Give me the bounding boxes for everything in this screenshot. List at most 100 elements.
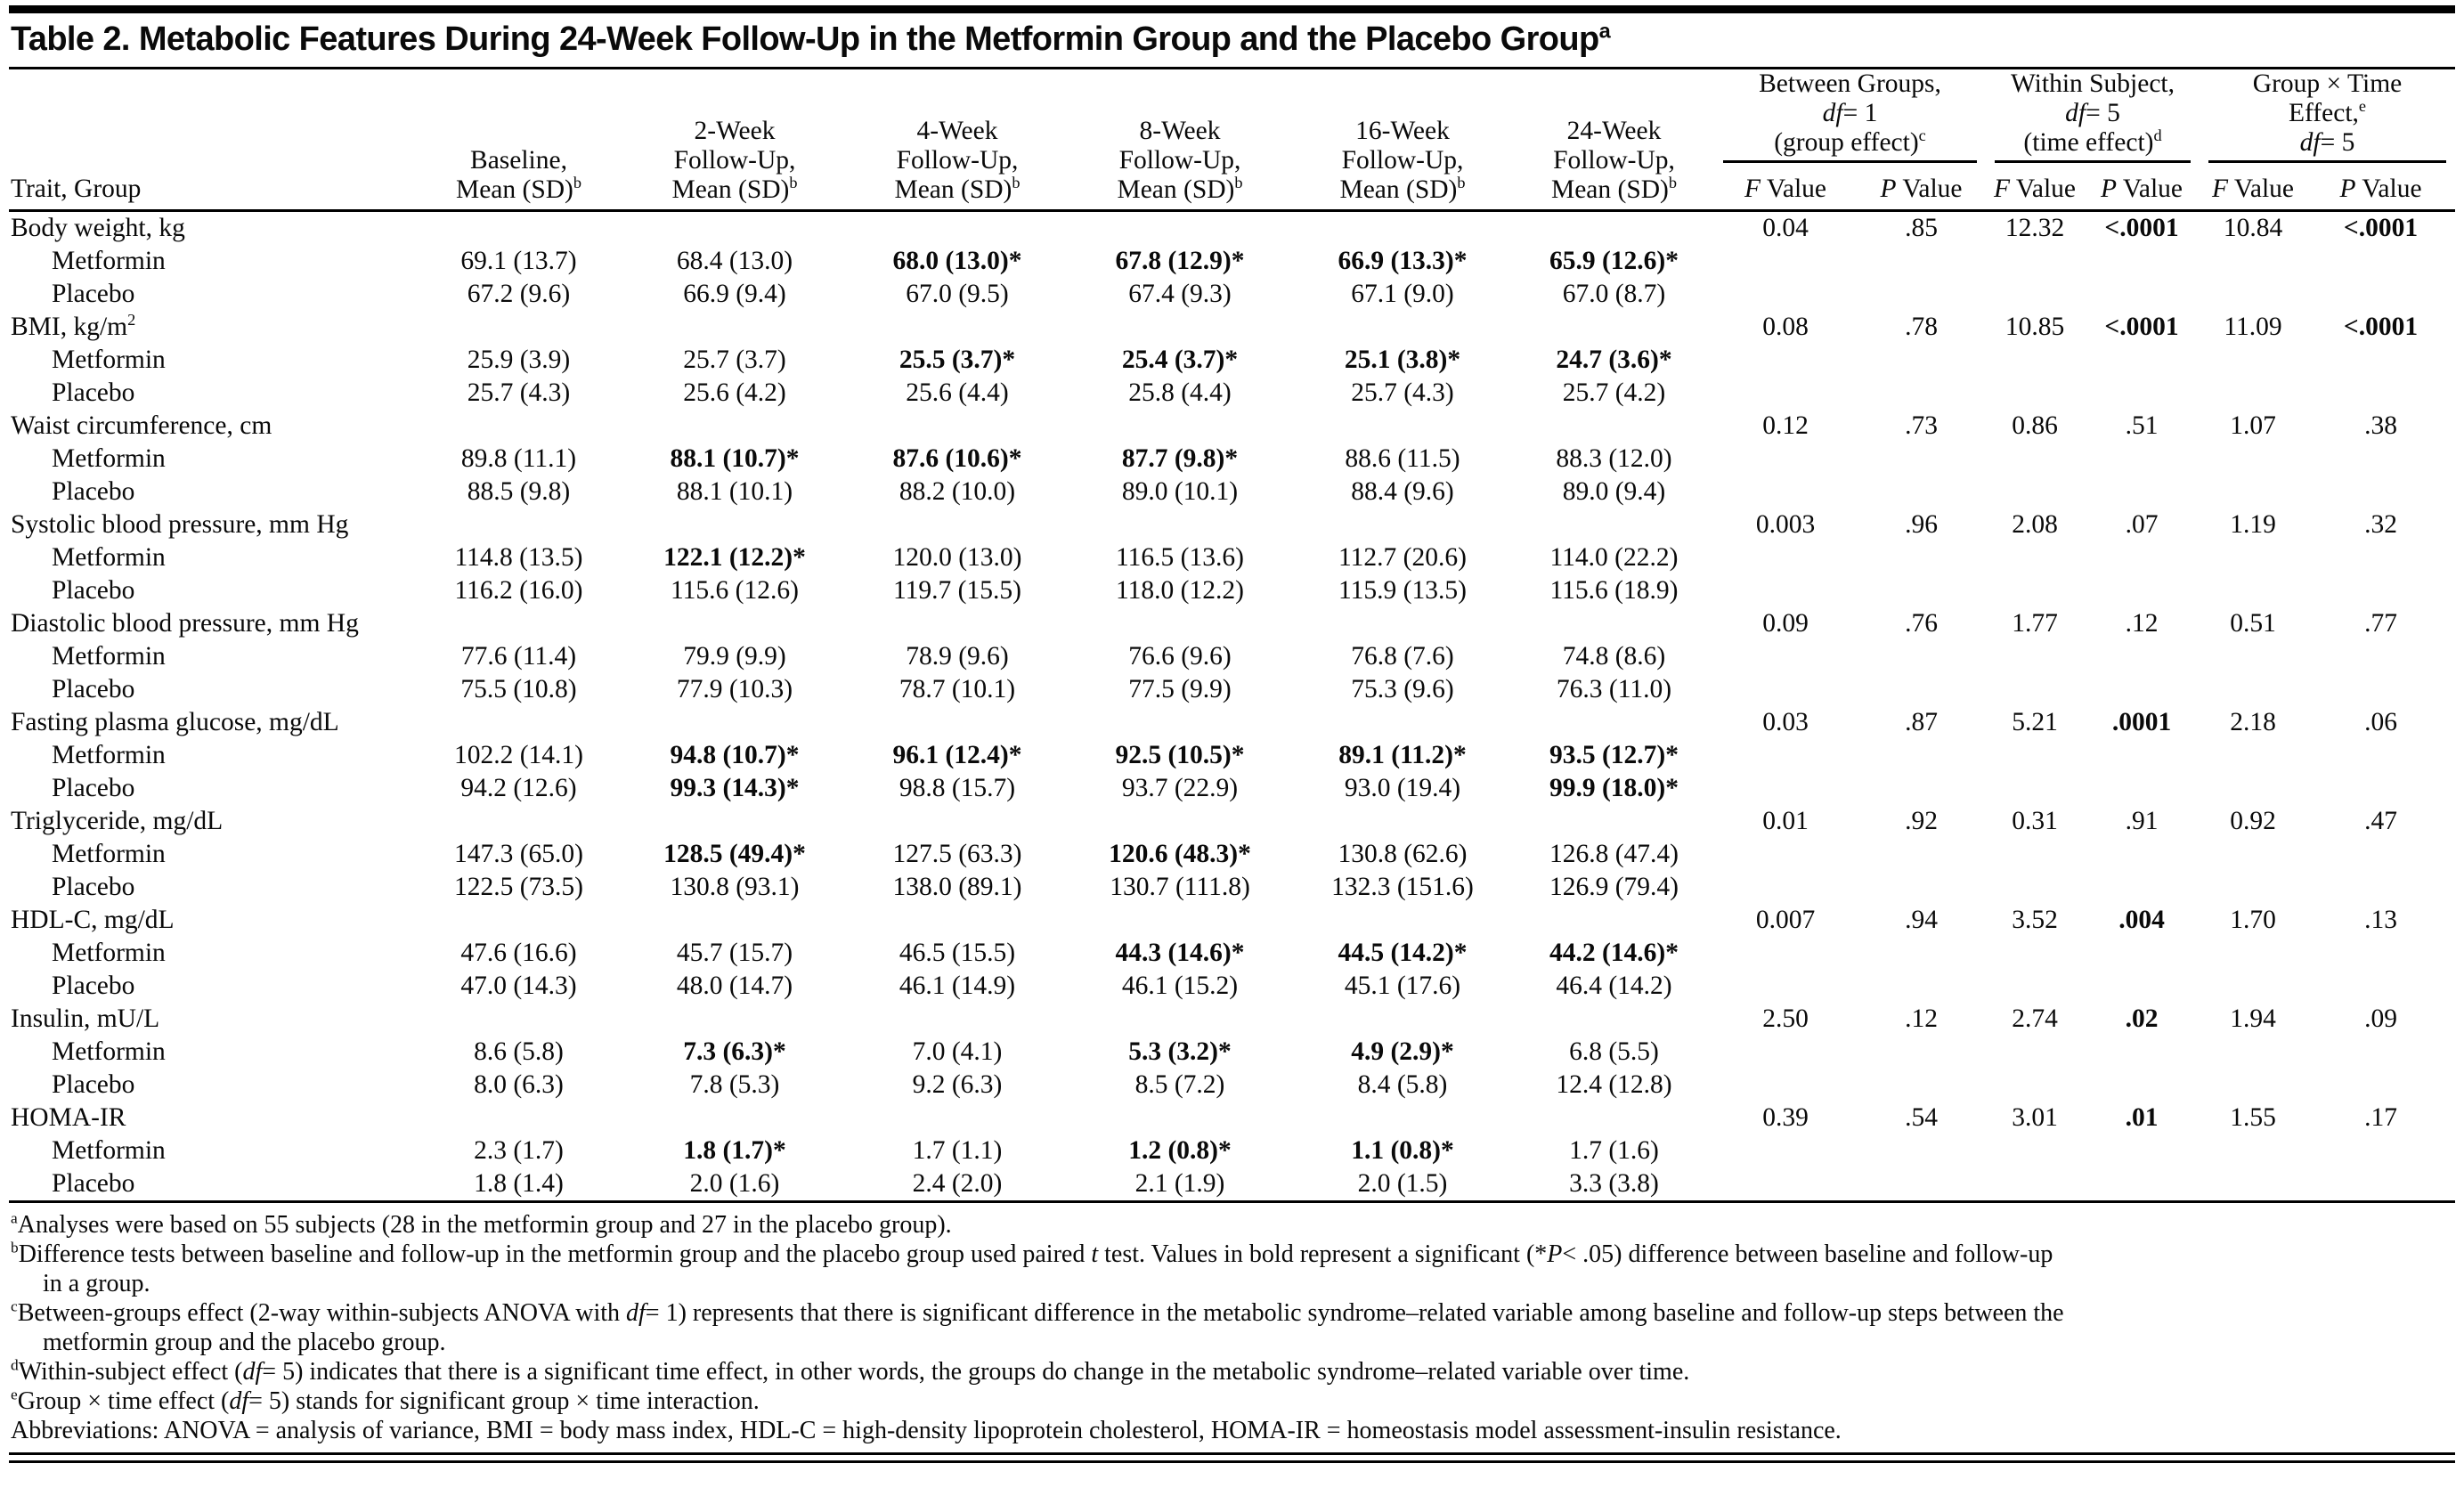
mean-value: 46.4 (14.2): [1556, 972, 1672, 1000]
text-segment: Value: [2228, 175, 2295, 203]
empty-cell: [2306, 574, 2455, 607]
empty-cell: [1514, 805, 1714, 838]
empty-cell: [2200, 871, 2306, 904]
stat-value: 0.92: [2230, 807, 2276, 835]
footnote: dWithin-subject effect (df= 5) indicates…: [11, 1357, 2455, 1386]
table-row-group: Metformin 114.8 (13.5) 122.1 (12.2)* 120.0 …: [9, 541, 2455, 574]
stat-value: .94: [1905, 906, 1938, 934]
f-value-cell: 0.007: [1714, 904, 1857, 937]
empty-cell: [1069, 1003, 1291, 1036]
mean-value: 138.0 (89.1): [892, 873, 1022, 901]
empty-cell: [1857, 443, 1986, 476]
empty-cell: [1291, 607, 1514, 640]
stat-value: 0.12: [1762, 411, 1809, 440]
empty-cell: [1857, 344, 1986, 377]
text-segment: in a group.: [43, 1270, 150, 1297]
empty-cell: [1857, 541, 1986, 574]
mean-value-cell: 24.7 (3.6)*: [1514, 344, 1714, 377]
mean-value-cell: 94.8 (10.7)*: [623, 739, 846, 772]
table-row-trait: Diastolic blood pressure, mm Hg 0.09 .76 1.…: [9, 607, 2455, 640]
mean-value: 25.5 (3.7)*: [899, 346, 1016, 374]
empty-cell: [1714, 344, 1857, 377]
text-segment: Triglyceride, mg/dL: [11, 807, 224, 835]
table-row-group: Metformin 102.2 (14.1) 94.8 (10.7)* 96.1 (1…: [9, 739, 2455, 772]
empty-cell: [2084, 1069, 2200, 1102]
mean-value-cell: 132.3 (151.6): [1291, 871, 1514, 904]
trait-cell: Diastolic blood pressure, mm Hg: [9, 607, 414, 640]
p-value-header: P Value: [2084, 163, 2200, 212]
p-value-cell: .004: [2084, 904, 2200, 937]
p-value-cell: .01: [2084, 1102, 2200, 1134]
mean-value-cell: 88.5 (9.8): [414, 476, 623, 508]
p-value-cell: .12: [1857, 1003, 1986, 1036]
mean-value-cell: 116.5 (13.6): [1069, 541, 1291, 574]
group-label: Placebo: [52, 280, 135, 308]
mean-value: 7.0 (4.1): [912, 1037, 1003, 1066]
text-segment: = 5) stands for significant group × time…: [248, 1387, 760, 1415]
empty-cell: [1291, 1003, 1514, 1036]
table-row-trait: Fasting plasma glucose, mg/dL 0.03 .87 5.21…: [9, 706, 2455, 739]
p-value-cell: .09: [2306, 1003, 2455, 1036]
stat-value: .76: [1905, 609, 1938, 638]
mean-value: 116.5 (13.6): [1116, 543, 1244, 572]
trait-cell: Triglyceride, mg/dL: [9, 805, 414, 838]
mean-value-cell: 25.9 (3.9): [414, 344, 623, 377]
empty-cell: [1291, 508, 1514, 541]
group-label: Placebo: [52, 972, 135, 1000]
mean-value: 25.1 (3.8)*: [1344, 346, 1461, 374]
stat-value: .12: [2125, 609, 2159, 638]
empty-cell: [846, 904, 1069, 937]
trait-cell: Insulin, mU/L: [9, 1003, 414, 1036]
mean-value: 44.3 (14.6)*: [1115, 939, 1245, 967]
empty-cell: [2084, 443, 2200, 476]
empty-cell: [1857, 1134, 1986, 1167]
empty-cell: [1986, 1069, 2084, 1102]
empty-cell: [2084, 574, 2200, 607]
mean-value: 7.8 (5.3): [689, 1070, 780, 1099]
mean-value: 112.7 (20.6): [1338, 543, 1467, 572]
group-label-cell: Placebo: [9, 476, 414, 508]
empty-cell: [1857, 871, 1986, 904]
empty-cell: [1714, 640, 1857, 673]
header-row-fp: F Value P Value F Value P Value F Value P Val…: [9, 163, 2456, 212]
group-label-cell: Placebo: [9, 1167, 414, 1203]
empty-cell: [1714, 377, 1857, 410]
column-header-mean-1: 2-Week Follow-Up, Mean (SD)b: [623, 69, 846, 212]
table-row-group: Metformin 77.6 (11.4) 79.9 (9.9) 78.9 (9.6)…: [9, 640, 2455, 673]
empty-cell: [1714, 673, 1857, 706]
stat-value: .73: [1905, 411, 1938, 440]
empty-cell: [2084, 673, 2200, 706]
table-title-footnote-mark: a: [1598, 19, 1611, 43]
header-line: Effect,e: [2208, 98, 2446, 128]
stat-value: .12: [1905, 1004, 1938, 1033]
p-value-cell: .78: [1857, 311, 1986, 344]
empty-cell: [1291, 706, 1514, 739]
text-segment: P: [1547, 1240, 1563, 1268]
mean-value-cell: 8.0 (6.3): [414, 1069, 623, 1102]
stat-value: .78: [1905, 313, 1938, 341]
empty-cell: [2306, 541, 2455, 574]
empty-cell: [2200, 245, 2306, 278]
mean-value: 44.2 (14.6)*: [1549, 939, 1679, 967]
empty-cell: [1291, 311, 1514, 344]
table-row-group: Placebo 116.2 (16.0) 115.6 (12.6) 119.7 (15…: [9, 574, 2455, 607]
stat-value: 1.07: [2230, 411, 2276, 440]
mean-value: 7.3 (6.3)*: [683, 1037, 786, 1066]
mean-value: 89.0 (9.4): [1562, 477, 1666, 506]
table-row-group: Placebo 25.7 (4.3) 25.6 (4.2) 25.6 (4.4) 25.…: [9, 377, 2455, 410]
f-value-cell: 2.08: [1986, 508, 2084, 541]
text-segment: P: [2339, 175, 2356, 203]
title-rule: [9, 67, 2455, 69]
group-label: Placebo: [52, 873, 135, 901]
group-label: Metformin: [52, 1037, 166, 1066]
mean-value: 2.1 (1.9): [1134, 1169, 1225, 1198]
table-row-group: Metformin 89.8 (11.1) 88.1 (10.7)* 87.6 (10…: [9, 443, 2455, 476]
trait-cell: Systolic blood pressure, mm Hg: [9, 508, 414, 541]
empty-cell: [1857, 476, 1986, 508]
header-line-text: Follow-Up,: [1553, 146, 1675, 175]
f-value-header: F Value: [1986, 163, 2085, 212]
empty-cell: [1291, 410, 1514, 443]
empty-cell: [1986, 245, 2084, 278]
group-label-cell: Metformin: [9, 344, 414, 377]
stat-value: 0.01: [1762, 807, 1809, 835]
